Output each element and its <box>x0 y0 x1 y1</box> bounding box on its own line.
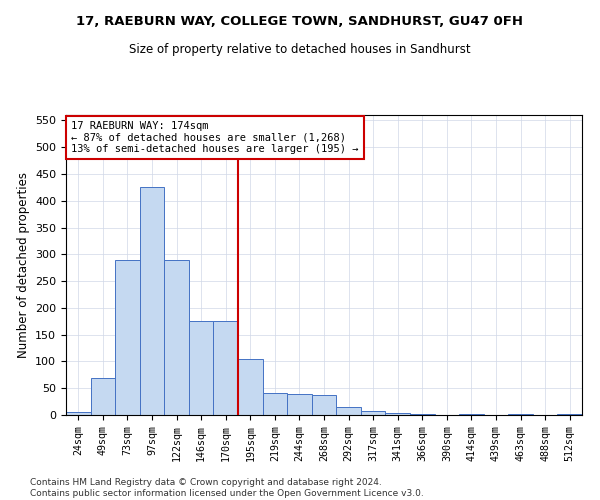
Bar <box>287 394 312 415</box>
Bar <box>263 392 287 415</box>
Bar <box>214 322 238 415</box>
Text: 17 RAEBURN WAY: 174sqm
← 87% of detached houses are smaller (1,268)
13% of semi-: 17 RAEBURN WAY: 174sqm ← 87% of detached… <box>71 121 359 154</box>
Bar <box>238 359 263 415</box>
Bar <box>459 414 484 415</box>
Bar <box>336 407 361 415</box>
Bar <box>140 188 164 415</box>
Bar <box>385 414 410 415</box>
Bar <box>557 414 582 415</box>
Bar <box>410 414 434 415</box>
Bar <box>508 414 533 415</box>
Text: Size of property relative to detached houses in Sandhurst: Size of property relative to detached ho… <box>129 42 471 56</box>
Bar <box>361 410 385 415</box>
Y-axis label: Number of detached properties: Number of detached properties <box>17 172 29 358</box>
Bar <box>164 260 189 415</box>
Text: 17, RAEBURN WAY, COLLEGE TOWN, SANDHURST, GU47 0FH: 17, RAEBURN WAY, COLLEGE TOWN, SANDHURST… <box>77 15 523 28</box>
Bar <box>91 378 115 415</box>
Text: Contains HM Land Registry data © Crown copyright and database right 2024.
Contai: Contains HM Land Registry data © Crown c… <box>30 478 424 498</box>
Bar <box>312 395 336 415</box>
Bar <box>115 260 140 415</box>
Bar <box>189 322 214 415</box>
Bar <box>66 412 91 415</box>
